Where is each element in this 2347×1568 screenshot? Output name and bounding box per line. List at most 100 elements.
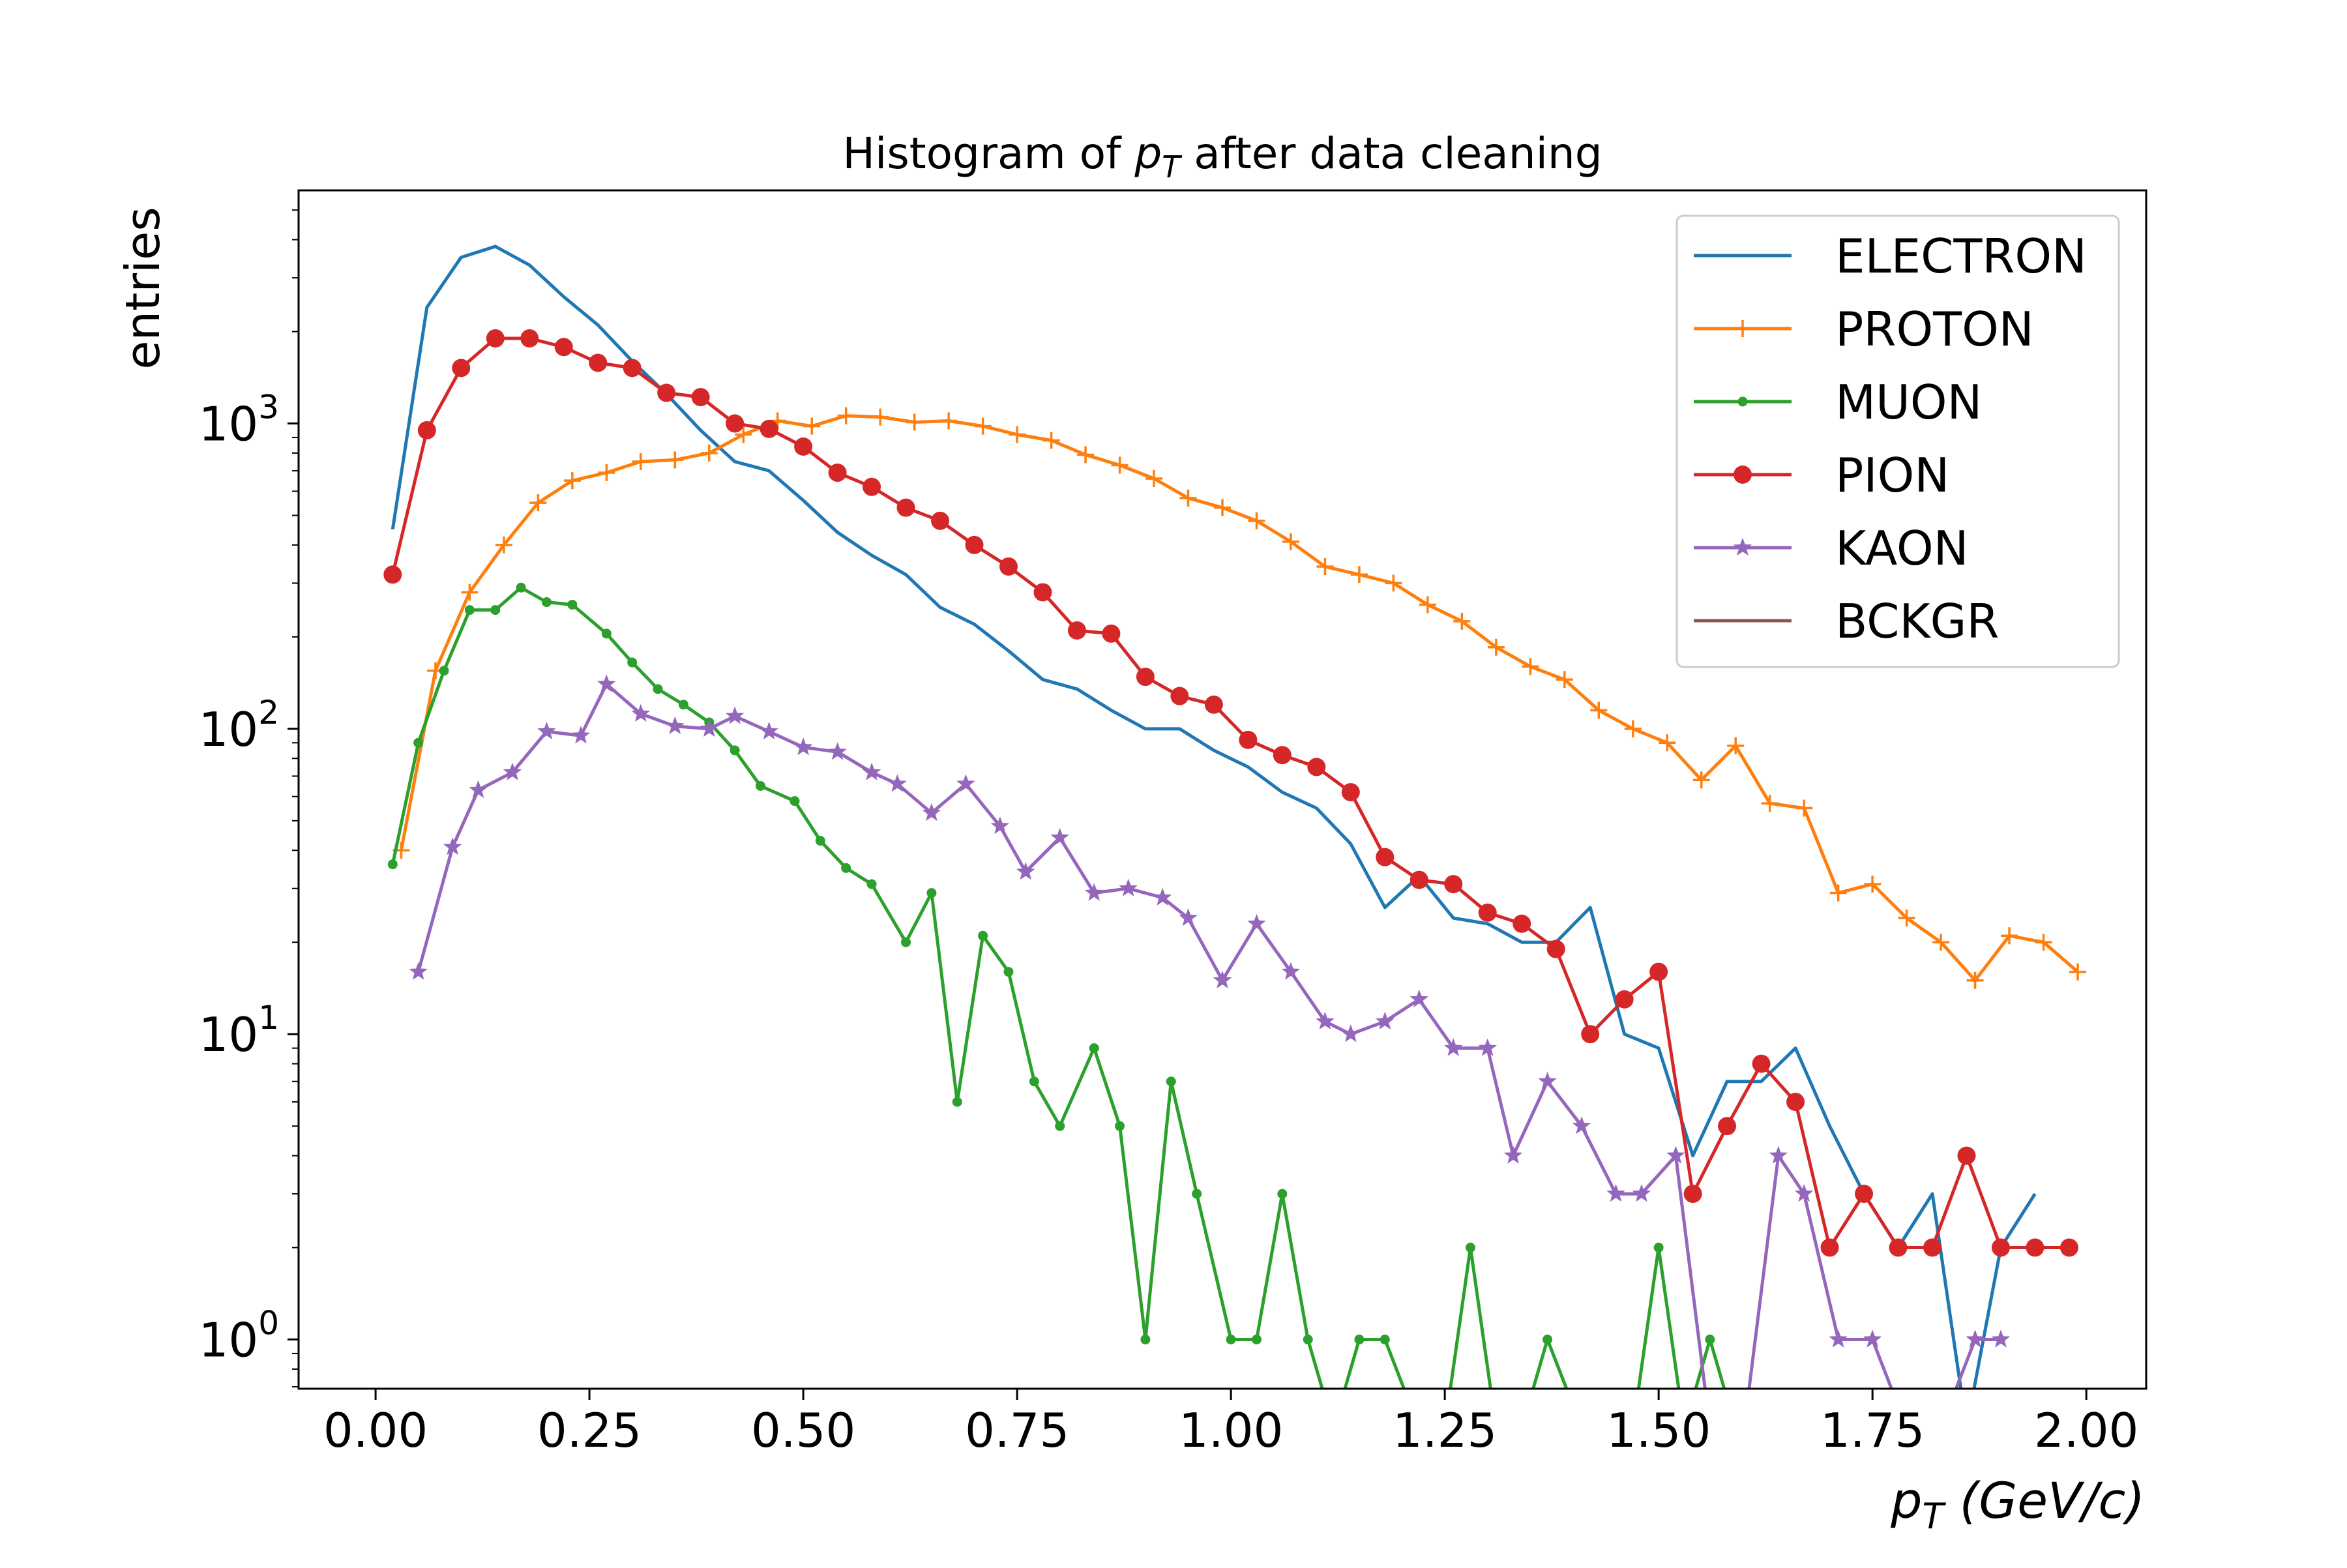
data-point-proton	[1795, 799, 1813, 817]
data-point-muon	[1089, 1043, 1099, 1054]
legend-entry-electron: ELECTRON	[1694, 229, 2087, 284]
data-point-muon	[1380, 1335, 1390, 1345]
data-point-muon	[1465, 1243, 1475, 1253]
title-prefix: Histogram of	[842, 128, 1134, 179]
data-point-proton	[1248, 512, 1265, 529]
data-point-kaon	[1016, 862, 1035, 880]
data-point-muon	[464, 605, 475, 615]
data-point-pion	[794, 437, 813, 456]
data-point-muon	[516, 582, 526, 593]
legend-entry-bckgr: BCKGR	[1694, 594, 1999, 649]
data-point-pion	[1170, 687, 1189, 705]
data-point-kaon	[537, 722, 556, 740]
data-point-proton	[632, 453, 649, 471]
data-point-proton	[906, 413, 923, 431]
data-point-pion	[1513, 914, 1531, 933]
data-point-pion	[1341, 783, 1360, 802]
data-point-proton	[837, 407, 855, 424]
data-point-pion	[1786, 1093, 1805, 1112]
data-point-pion	[623, 359, 642, 377]
x-tick-label: 1.50	[1606, 1403, 1711, 1458]
data-point-muon	[1543, 1335, 1553, 1345]
data-point-proton	[2069, 963, 2087, 981]
data-point-pion	[1273, 746, 1292, 765]
data-point-kaon	[631, 703, 651, 722]
data-point-kaon	[1281, 962, 1301, 980]
data-point-muon	[653, 684, 663, 694]
data-point-pion	[1820, 1238, 1839, 1257]
data-point-muon	[1115, 1121, 1125, 1131]
data-point-muon	[901, 937, 911, 947]
title-suffix: after data cleaning	[1180, 128, 1602, 179]
data-point-pion	[1923, 1238, 1941, 1257]
data-point-kaon	[1153, 887, 1172, 906]
legend-label-proton: PROTON	[1835, 302, 2034, 357]
data-point-proton	[1624, 720, 1642, 737]
data-point-kaon	[503, 762, 522, 780]
data-point-pion	[1067, 621, 1086, 640]
data-point-kaon	[1538, 1071, 1557, 1089]
data-point-muon	[490, 605, 501, 615]
data-point-proton	[1829, 884, 1847, 902]
data-point-muon	[1029, 1076, 1039, 1087]
data-point-kaon	[956, 774, 975, 792]
data-point-pion	[486, 329, 505, 348]
data-point-kaon	[1966, 1329, 1985, 1348]
data-point-muon	[952, 1097, 962, 1107]
data-point-pion	[1239, 730, 1258, 749]
data-point-proton	[1179, 489, 1197, 507]
data-point-kaon	[888, 774, 907, 792]
data-point-kaon	[922, 803, 941, 821]
data-point-kaon	[1316, 1011, 1335, 1029]
data-point-muon	[790, 796, 800, 806]
data-point-proton	[1077, 446, 1095, 464]
data-point-proton	[1111, 456, 1129, 474]
data-point-muon	[1192, 1189, 1202, 1199]
xlabel-sub: T	[1923, 1496, 1947, 1537]
title-sub: T	[1162, 149, 1183, 185]
data-point-proton	[2035, 934, 2052, 951]
data-point-kaon	[1444, 1038, 1463, 1056]
legend-label-pion: PION	[1835, 448, 1949, 503]
data-point-proton	[1966, 971, 1984, 989]
data-point-kaon	[597, 674, 616, 692]
legend-label-kaon: KAON	[1835, 521, 1968, 576]
data-point-pion	[383, 565, 402, 584]
data-point-muon	[567, 599, 578, 610]
data-point-pion	[760, 419, 778, 438]
data-point-kaon	[1503, 1146, 1523, 1164]
data-point-proton	[1145, 470, 1163, 488]
xlabel-unit: (GeV/c)	[1944, 1472, 2146, 1530]
data-point-pion	[1033, 583, 1052, 602]
data-point-pion	[520, 329, 539, 348]
data-point-proton	[974, 417, 992, 435]
x-tick-label: 1.25	[1393, 1403, 1497, 1458]
data-point-proton	[529, 494, 547, 512]
series-kaon	[409, 674, 2011, 1389]
legend-label-electron: ELECTRON	[1835, 229, 2087, 284]
data-point-muon	[1140, 1335, 1151, 1345]
data-point-kaon	[1478, 1038, 1497, 1056]
data-point-proton	[1042, 432, 1060, 449]
data-point-kaon	[1666, 1146, 1685, 1164]
data-point-pion	[1752, 1054, 1771, 1073]
y-tick-label: 100	[199, 1305, 279, 1368]
data-point-kaon	[1050, 827, 1069, 846]
data-point-proton	[872, 408, 889, 426]
data-point-muon	[541, 597, 552, 608]
data-point-muon	[1653, 1243, 1664, 1253]
y-tick-label: 101	[199, 999, 279, 1062]
data-point-pion	[896, 498, 915, 517]
axes-layer: 0.00 0.25 0.50 0.75 1.00 1.25 1.50 1.75 2.00 100 1…	[199, 189, 2148, 1458]
data-point-pion	[2026, 1238, 2044, 1257]
data-point-muon	[841, 863, 851, 873]
data-point-pion	[1718, 1117, 1737, 1136]
data-point-muon	[601, 629, 612, 639]
data-point-kaon	[828, 742, 847, 760]
data-point-kaon	[571, 726, 591, 744]
data-point-pion	[1444, 875, 1463, 894]
data-point-proton	[1453, 612, 1471, 630]
data-point-kaon	[1991, 1329, 2011, 1348]
data-point-kaon	[1572, 1116, 1591, 1134]
data-point-kaon	[409, 962, 428, 980]
